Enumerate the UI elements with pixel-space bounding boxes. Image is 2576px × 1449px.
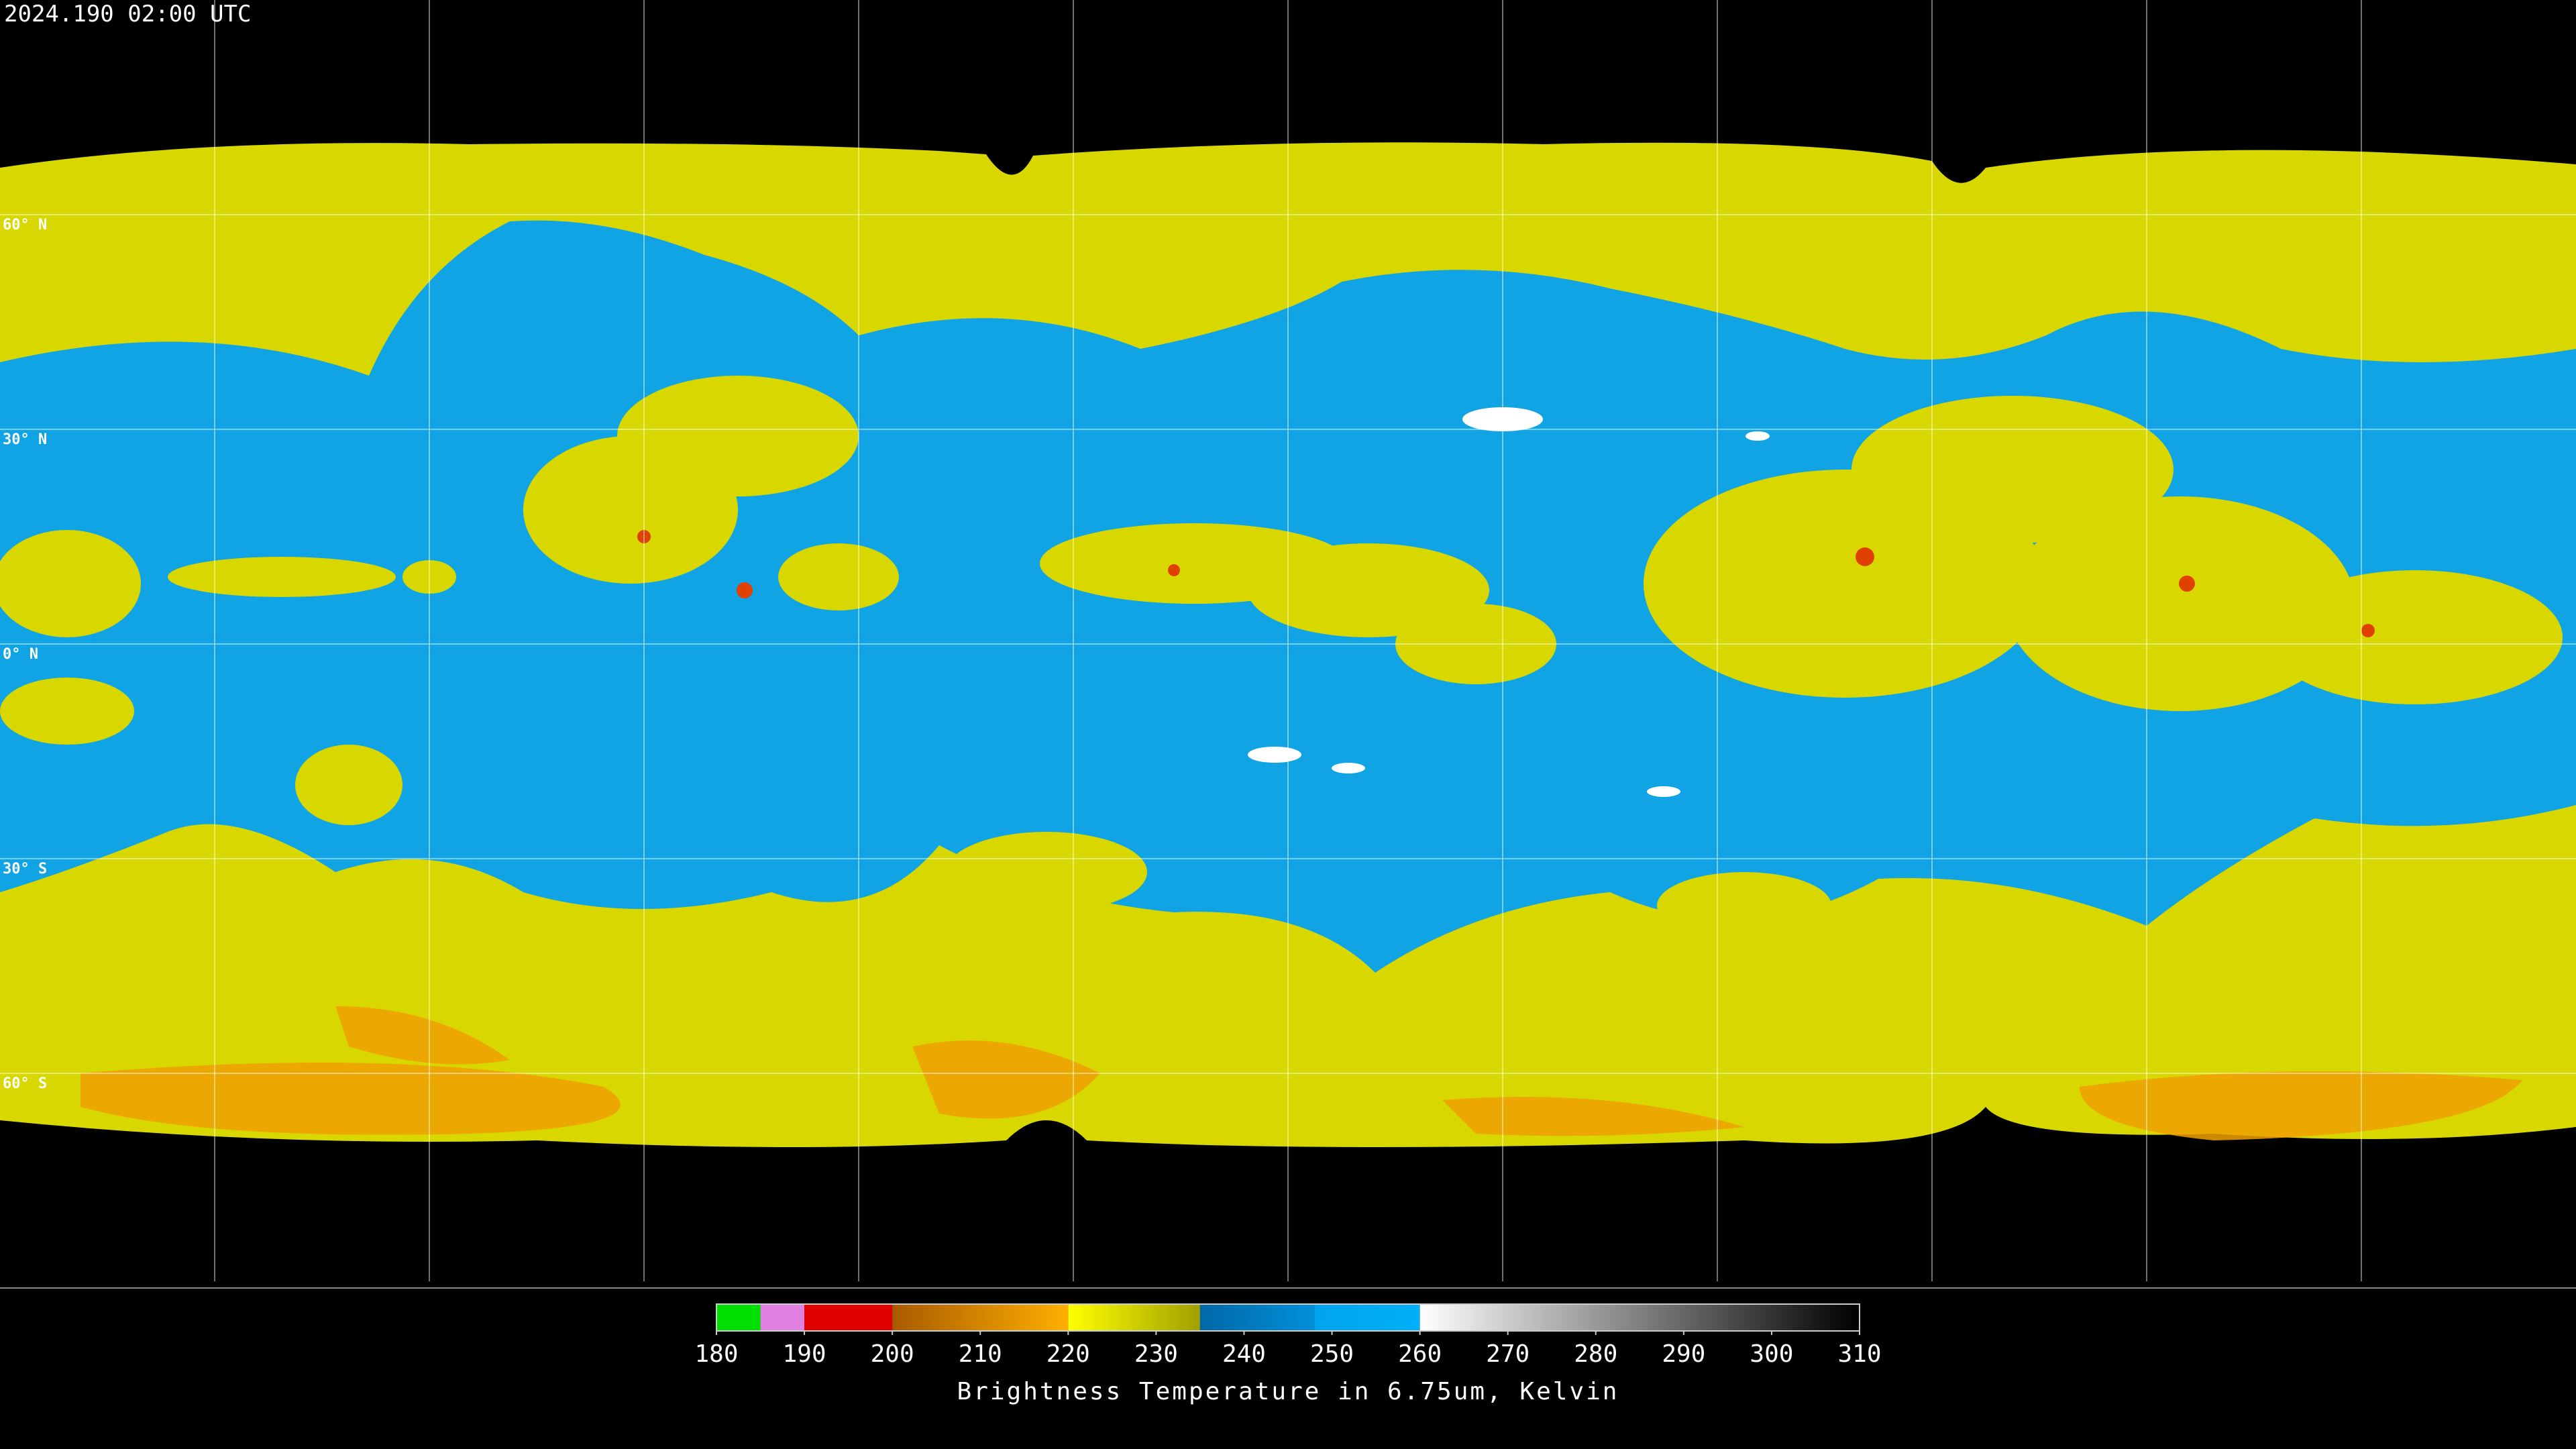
colorbar-tick-label: 270 [1486,1340,1529,1368]
colorbar-tick-label: 280 [1574,1340,1617,1368]
timestamp: 2024.190 02:00 UTC [4,1,251,28]
colorbar: 180 190 200 210 220 230 240 250 260 270 280 290 300 3… [694,1303,1882,1405]
colorbar-segment [1419,1304,1860,1331]
colorbar-tick-label: 230 [1134,1340,1178,1368]
latitude-labels: 60° N 30° N 0° N 30° S 60° S [3,217,47,1092]
latitude-label: 30° S [3,861,47,877]
colorbar-tick-label: 190 [783,1340,826,1368]
colorbar-tick-label: 310 [1837,1340,1881,1368]
colorbar-label: Brightness Temperature in 6.75um, Kelvin [957,1378,1619,1405]
colorbar-tick-label: 210 [959,1340,1002,1368]
colorbar-tick-label: 290 [1662,1340,1705,1368]
graticule [0,0,2576,1281]
colorbar-segment [892,1304,1069,1331]
latitude-label: 30° N [3,431,47,448]
latitude-label: 60° N [3,217,47,233]
colorbar-tick-label: 200 [871,1340,914,1368]
colorbar-segment [804,1304,893,1331]
colorbar-tick-label: 250 [1310,1340,1354,1368]
latitude-label: 0° N [3,646,38,663]
colorbar-segment [760,1304,805,1331]
colorbar-tick-label: 220 [1046,1340,1090,1368]
colorbar-tick-label: 260 [1398,1340,1442,1368]
latitude-label: 60° S [3,1075,47,1092]
colorbar-frame [716,1303,1860,1332]
colorbar-tick-label: 240 [1222,1340,1266,1368]
colorbar-tick-label: 180 [694,1340,738,1368]
colorbar-tick-label: 300 [1750,1340,1793,1368]
colorbar-segment [1068,1304,1200,1331]
colorbar-segment [1314,1304,1420,1331]
colorbar-segment [716,1304,761,1331]
colorbar-segment [1199,1304,1315,1331]
